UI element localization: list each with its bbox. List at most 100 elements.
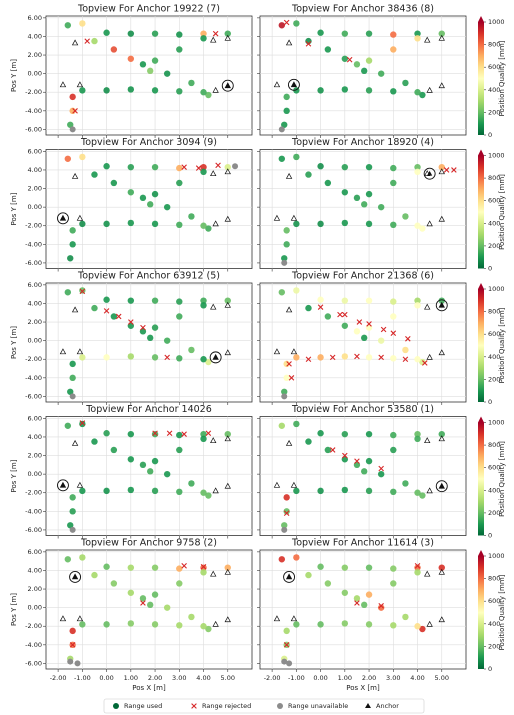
range-used-point — [390, 580, 397, 587]
range-used-point — [414, 564, 421, 571]
range-rejected-point — [84, 38, 90, 44]
range-used-point — [341, 219, 349, 227]
range-used-point — [293, 420, 300, 428]
y-axis-label: Pos Y [m] — [10, 326, 18, 359]
colorbar-tick-label: 800 — [488, 308, 500, 316]
range-used-point — [151, 457, 159, 465]
range-used-point — [127, 564, 135, 571]
range-used-point — [402, 213, 409, 220]
range-used-point — [103, 563, 110, 570]
range-used-point — [200, 430, 207, 438]
range-used-point — [361, 67, 368, 75]
range-used-point — [224, 297, 231, 304]
range-used-point — [67, 121, 74, 128]
range-used-point — [283, 227, 290, 234]
range-rejected-point — [337, 311, 343, 318]
range-used-point — [414, 430, 421, 438]
range-used-point — [200, 163, 207, 171]
range-used-point — [414, 356, 421, 363]
range-used-point — [293, 487, 300, 495]
range-used-point — [414, 569, 421, 576]
y-tick-label: 0.00 — [28, 470, 42, 478]
range-used-point — [283, 494, 290, 501]
range-rejected-point — [164, 354, 170, 361]
range-used-point — [176, 298, 183, 305]
range-used-point — [365, 163, 373, 171]
anchor — [426, 220, 433, 227]
range-used-point — [103, 354, 110, 361]
range-rejected-point — [354, 600, 360, 606]
range-used-point — [324, 580, 332, 587]
panel-title: Topview For Anchor 53580 (1) — [291, 404, 434, 415]
x-tick-label: 4.00 — [410, 674, 424, 682]
anchor — [424, 303, 431, 310]
range-used-point — [139, 61, 147, 68]
range-used-point — [139, 461, 147, 469]
range-used-point — [188, 213, 195, 220]
plot-area — [259, 282, 467, 403]
range-used-point — [79, 153, 86, 161]
colorbar-tick-label: 0 — [488, 265, 492, 273]
anchor — [59, 615, 67, 622]
plot-area — [259, 549, 467, 670]
anchor — [285, 172, 293, 179]
anchor — [290, 214, 298, 221]
range-used-point — [365, 30, 373, 37]
range-rejected-point — [288, 375, 295, 381]
range-used-point — [67, 255, 74, 262]
anchor — [224, 435, 231, 442]
range-rejected-point — [128, 319, 134, 325]
legend-label: Range used — [124, 702, 162, 710]
range-used-point — [64, 556, 72, 563]
range-used-point — [353, 595, 361, 602]
range-used-point — [151, 163, 159, 171]
y-tick-label: 6.00 — [28, 281, 42, 289]
range-used-point — [365, 457, 373, 465]
colorbar-tick-label: 400 — [488, 620, 500, 628]
x-tick-label: -2.00 — [264, 674, 281, 682]
highlight-ring — [57, 212, 69, 225]
range-used-point — [79, 87, 86, 94]
y-tick-label: -4.00 — [25, 107, 42, 115]
range-used-point — [414, 297, 421, 304]
range-used-point — [67, 388, 74, 395]
range-used-point — [79, 621, 86, 628]
range-unavailable-point — [281, 393, 288, 400]
colorbar-extend — [478, 283, 484, 289]
range-used-point — [176, 164, 183, 172]
range-used-point — [414, 489, 421, 496]
y-tick-label: 6.00 — [28, 414, 42, 422]
range-used-point — [390, 221, 397, 229]
x-tick-label: -1.00 — [74, 674, 91, 682]
range-used-point — [317, 563, 324, 570]
range-rejected-point — [346, 56, 353, 63]
y-tick-label: 6.00 — [28, 14, 42, 22]
anchor — [76, 481, 84, 488]
anchor — [212, 620, 219, 627]
anchor — [59, 348, 67, 355]
range-used-point — [402, 480, 409, 487]
y-tick-label: -4.00 — [25, 240, 42, 248]
highlight-ring — [209, 351, 222, 364]
range-used-point — [281, 121, 288, 128]
range-used-point — [103, 487, 110, 495]
anchor — [210, 36, 217, 43]
range-used-point — [91, 304, 98, 312]
range-rejected-point — [140, 600, 146, 606]
colorbar-tick-label: 1000 — [488, 152, 505, 160]
range-used-point — [69, 627, 76, 635]
range-used-point — [176, 179, 183, 187]
y-tick-label: -2.00 — [25, 622, 42, 630]
range-used-point — [341, 486, 349, 494]
panel-title: Topview For Anchor 9758 (2) — [80, 538, 217, 549]
range-used-point — [377, 203, 385, 211]
x-tick-label: -1.00 — [288, 674, 305, 682]
range-used-point — [341, 297, 349, 304]
range-used-point — [127, 30, 135, 37]
range-used-point — [419, 91, 426, 99]
anchor — [273, 81, 281, 88]
range-used-point — [163, 203, 171, 211]
range-used-point — [151, 487, 159, 495]
legend-box — [103, 698, 425, 714]
y-tick-label: 0.00 — [28, 604, 42, 612]
